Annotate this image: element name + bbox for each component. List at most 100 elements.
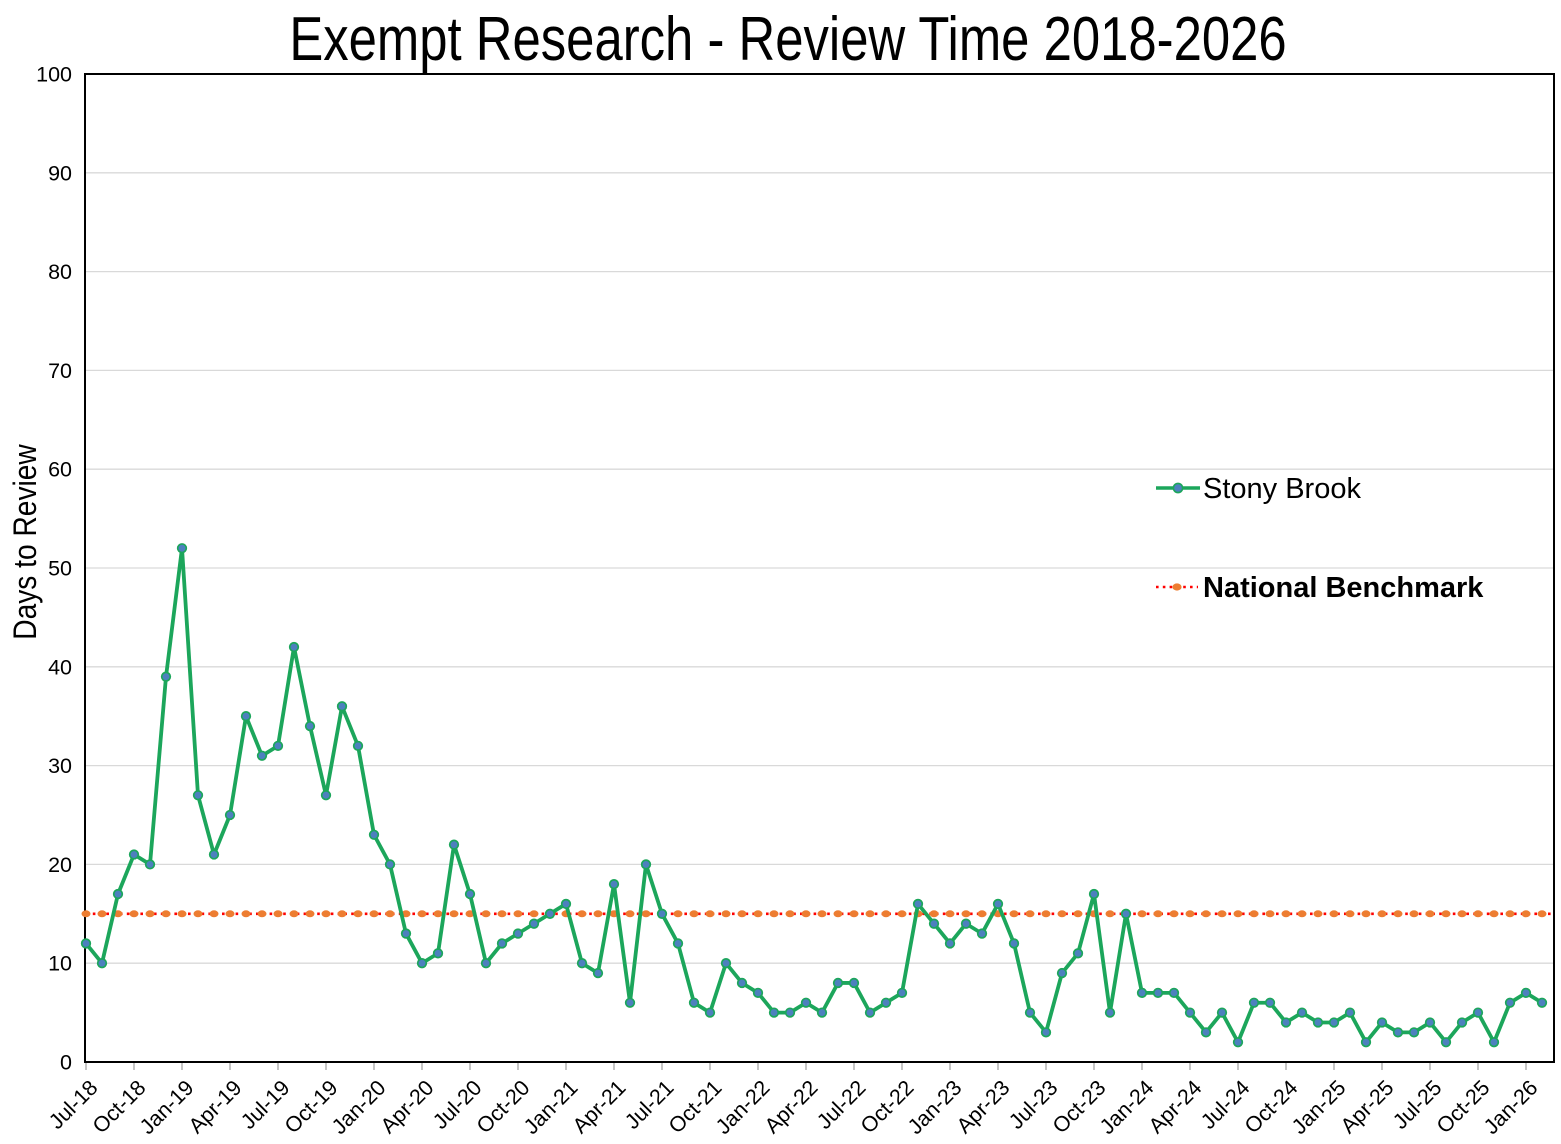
- data-point-marker: [608, 879, 620, 890]
- data-point-marker: [80, 938, 92, 949]
- benchmark-marker: [961, 910, 971, 918]
- data-point-marker: [448, 839, 460, 850]
- data-point-marker: [880, 997, 892, 1008]
- benchmark-marker: [1009, 910, 1019, 918]
- data-point-marker: [176, 543, 188, 554]
- data-point-marker: [1008, 938, 1020, 949]
- benchmark-marker: [1329, 910, 1339, 918]
- data-point-marker: [1424, 1017, 1436, 1028]
- y-tick-label: 100: [36, 63, 72, 87]
- data-point-marker: [768, 1007, 780, 1018]
- data-point-marker: [944, 938, 956, 949]
- data-point-marker: [240, 711, 252, 722]
- data-point-marker: [1056, 967, 1068, 979]
- benchmark-marker: [385, 910, 395, 918]
- data-point-marker: [560, 898, 572, 910]
- data-point-marker: [528, 918, 540, 929]
- benchmark-marker: [1105, 910, 1115, 918]
- legend-label-national-benchmark: National Benchmark: [1203, 572, 1484, 604]
- benchmark-marker: [785, 910, 795, 918]
- data-point-marker: [576, 958, 588, 969]
- benchmark-marker: [1425, 910, 1435, 918]
- stony-brook-swatch-marker-icon: [1172, 482, 1184, 494]
- benchmark-marker: [737, 910, 747, 918]
- x-tick-label: Apr-23: [952, 1076, 1015, 1139]
- data-point-marker: [256, 750, 268, 761]
- data-point-marker: [752, 987, 764, 998]
- benchmark-marker: [337, 910, 347, 918]
- benchmark-marker: [225, 910, 235, 918]
- benchmark-marker: [593, 910, 603, 918]
- data-point-marker: [1216, 1007, 1228, 1018]
- data-point-marker: [928, 918, 940, 929]
- benchmark-marker: [753, 910, 763, 918]
- x-tick-label: Jan-21: [519, 1076, 582, 1139]
- benchmark-marker: [449, 910, 459, 918]
- data-point-marker: [1344, 1007, 1356, 1018]
- benchmark-marker: [129, 910, 139, 918]
- benchmark-marker: [1169, 910, 1179, 918]
- data-point-marker: [352, 740, 364, 751]
- benchmark-marker: [1393, 910, 1403, 918]
- data-point-marker: [1472, 1007, 1484, 1018]
- data-point-marker: [736, 977, 748, 989]
- benchmark-marker: [209, 910, 219, 918]
- data-point-marker: [1376, 1017, 1388, 1028]
- chart-title: Exempt Research - Review Time 2018-2026: [289, 5, 1286, 74]
- x-tick-label: Apr-19: [184, 1076, 247, 1139]
- benchmark-marker: [177, 910, 187, 918]
- benchmark-marker: [193, 910, 203, 918]
- benchmark-marker: [689, 910, 699, 918]
- benchmark-marker: [273, 910, 283, 918]
- data-point-marker: [1280, 1017, 1292, 1028]
- data-point-marker: [784, 1007, 796, 1018]
- benchmark-marker: [897, 910, 907, 918]
- benchmark-marker: [1409, 910, 1419, 918]
- data-point-marker: [1312, 1017, 1324, 1028]
- y-tick-label: 20: [48, 853, 72, 877]
- data-point-marker: [384, 859, 396, 870]
- benchmark-marker: [369, 910, 379, 918]
- benchmark-marker: [1505, 910, 1515, 918]
- x-tick-label: Jan-23: [903, 1076, 966, 1139]
- benchmark-marker: [1057, 910, 1067, 918]
- benchmark-marker: [1297, 910, 1307, 918]
- data-point-marker: [1120, 908, 1132, 919]
- x-tick-label: Jan-22: [711, 1076, 774, 1139]
- y-axis-title: Days to Review: [8, 444, 43, 640]
- y-tick-label: 60: [48, 458, 72, 482]
- data-point-marker: [1536, 997, 1548, 1008]
- y-tick-label: 10: [48, 952, 72, 976]
- y-tick-label: 30: [48, 754, 72, 778]
- benchmark-marker: [1521, 910, 1531, 918]
- x-tick-label: Jan-25: [1287, 1076, 1350, 1139]
- benchmark-marker: [321, 910, 331, 918]
- benchmark-marker: [1073, 910, 1083, 918]
- data-point-marker: [1328, 1017, 1340, 1028]
- data-point-marker: [288, 641, 300, 653]
- data-point-marker: [496, 938, 508, 949]
- legend-item-stony-brook: Stony Brook: [1156, 473, 1361, 505]
- benchmark-marker: [145, 910, 155, 918]
- data-point-marker: [640, 859, 652, 870]
- data-point-marker: [480, 958, 492, 969]
- data-point-marker: [976, 928, 988, 939]
- data-point-marker: [128, 849, 140, 860]
- data-point-marker: [912, 898, 924, 910]
- benchmark-marker: [1537, 910, 1547, 918]
- data-point-marker: [464, 888, 476, 900]
- data-point-marker: [656, 908, 668, 919]
- y-tick-label: 50: [48, 557, 72, 581]
- benchmark-marker: [1281, 910, 1291, 918]
- stony-brook-line: [84, 546, 1544, 1045]
- data-point-marker: [832, 977, 844, 989]
- data-point-marker: [1264, 997, 1276, 1008]
- data-point-marker: [720, 958, 732, 969]
- benchmark-marker: [433, 910, 443, 918]
- benchmark-marker: [481, 910, 491, 918]
- data-point-marker: [1152, 987, 1164, 998]
- benchmark-marker: [1201, 910, 1211, 918]
- data-point-marker: [1136, 987, 1148, 998]
